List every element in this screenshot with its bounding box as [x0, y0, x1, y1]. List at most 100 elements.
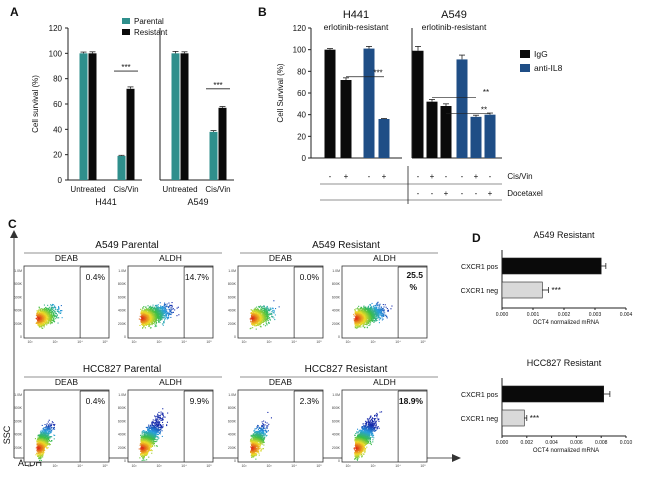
flow-dot: [144, 309, 145, 310]
flow-x-tick-label: 10²: [131, 340, 137, 344]
flow-dot: [57, 311, 58, 312]
flow-dot: [251, 324, 252, 325]
flow-dot: [378, 317, 379, 318]
flow-dot: [43, 325, 44, 326]
flow-dot: [259, 312, 260, 313]
flow-dot: [364, 327, 365, 328]
flow-dot: [171, 305, 172, 306]
flow-dot: [139, 319, 140, 320]
flow-dot: [141, 312, 142, 313]
flow-dot: [357, 320, 358, 321]
flow-dot: [43, 324, 44, 325]
flow-dot: [265, 325, 266, 326]
flow-dot: [360, 324, 361, 325]
docetaxel-flag-b: +: [444, 189, 449, 198]
flow-dot: [375, 319, 376, 320]
flow-dot: [53, 312, 54, 313]
legend-label-a: Parental: [134, 17, 164, 26]
flow-dot: [177, 308, 178, 309]
flow-dot: [256, 321, 257, 322]
flow-dot: [39, 319, 40, 320]
flow-dot: [363, 326, 364, 327]
flow-x-tick-label: 10²: [27, 340, 33, 344]
flow-dot: [172, 309, 173, 310]
flow-dot: [171, 310, 172, 311]
flow-dot: [256, 323, 257, 324]
flow-dot: [148, 314, 149, 315]
flow-dot: [380, 318, 381, 319]
gate-percent: 0.4%: [86, 272, 106, 282]
flow-dot: [273, 312, 274, 313]
flow-dot: [166, 315, 167, 316]
flow-dot: [251, 321, 252, 322]
flow-dot: [361, 320, 362, 321]
flow-dot: [378, 311, 379, 312]
flow-dot: [156, 326, 157, 327]
flow-dot: [36, 318, 37, 319]
flow-dot: [252, 311, 253, 312]
flow-dot: [382, 314, 383, 315]
flow-dot: [160, 315, 161, 316]
flow-dot: [268, 310, 269, 311]
flow-dot: [155, 316, 156, 317]
flow-dot: [252, 313, 253, 314]
flow-dot: [365, 324, 366, 325]
flow-dot: [364, 322, 365, 323]
flow-dot: [158, 309, 159, 310]
flow-dot: [163, 315, 164, 316]
flow-dot: [163, 325, 164, 326]
flow-dot: [362, 314, 363, 315]
flow-dot: [376, 311, 377, 312]
cisvin-flag-b: +: [430, 172, 435, 181]
legend-swatch-a: [122, 18, 130, 24]
flow-dot: [271, 314, 272, 315]
flow-dot: [269, 317, 270, 318]
flow-dot: [368, 306, 369, 307]
flow-dot: [159, 307, 160, 308]
flow-dot: [163, 310, 164, 311]
flow-dot: [256, 312, 257, 313]
flow-dot: [50, 310, 51, 311]
flow-dot: [51, 305, 52, 306]
flow-dot: [370, 305, 371, 306]
flow-dot: [38, 311, 39, 312]
flow-dot: [255, 308, 256, 309]
flow-dot: [158, 314, 159, 315]
flow-dot: [52, 304, 53, 305]
flow-dot: [147, 323, 148, 324]
flow-dot: [148, 312, 149, 313]
docetaxel-flag-b: -: [475, 189, 478, 198]
flow-dot: [356, 326, 357, 327]
flow-dot: [143, 326, 144, 327]
flow-dot: [367, 308, 368, 309]
flow-dot: [40, 317, 41, 318]
flow-dot: [38, 321, 39, 322]
flow-dot: [356, 315, 357, 316]
bar-b-anti-il8: [457, 59, 468, 158]
flow-dot: [378, 307, 379, 308]
flow-dot: [50, 304, 51, 305]
flow-dot: [163, 313, 164, 314]
flow-dot: [155, 325, 156, 326]
flow-dot: [268, 317, 269, 318]
flow-dot: [172, 312, 173, 313]
flow-dot: [368, 317, 369, 318]
flow-dot: [370, 321, 371, 322]
flow-dot: [141, 324, 142, 325]
flow-dot: [172, 302, 173, 303]
flow-dot: [38, 317, 39, 318]
flow-dot: [272, 308, 273, 309]
flow-dot: [140, 309, 141, 310]
flow-dot: [57, 315, 58, 316]
flow-dot: [370, 322, 371, 323]
signif-label-a: ***: [121, 63, 130, 72]
panel-label-b: B: [258, 5, 267, 19]
flow-dot: [383, 314, 384, 315]
flow-dot: [373, 311, 374, 312]
flow-dot: [275, 314, 276, 315]
flow-dot: [360, 321, 361, 322]
flow-group-title: A549 Resistant: [312, 240, 380, 251]
flow-dot: [166, 305, 167, 306]
flow-dot: [380, 304, 381, 305]
flow-dot: [143, 316, 144, 317]
